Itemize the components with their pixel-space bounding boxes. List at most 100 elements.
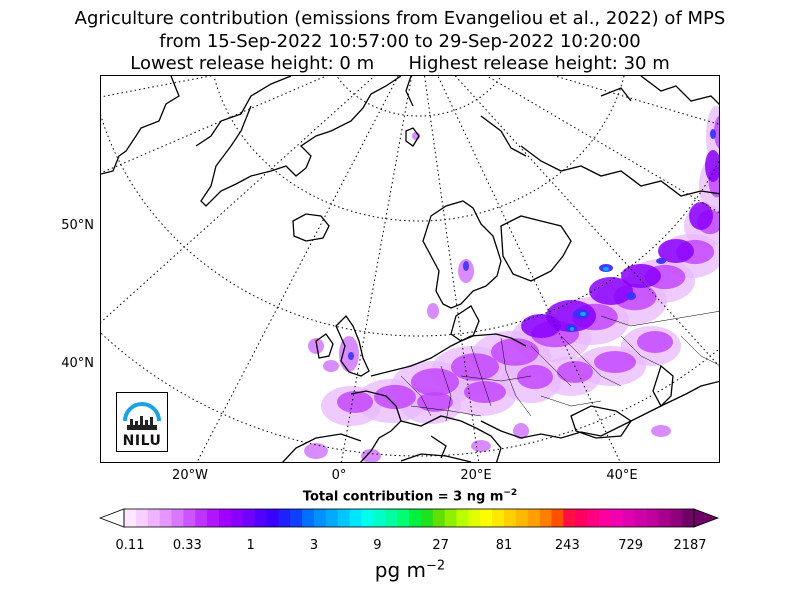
colorbar-cell	[634, 509, 648, 527]
iceland-coast	[292, 213, 330, 242]
colorbar-cell	[480, 509, 493, 527]
graticule	[101, 76, 719, 462]
total-contribution-label: Total contribution = 3 ng m−2	[0, 488, 800, 504]
europe-coast	[350, 333, 719, 462]
colorbar-cell	[278, 509, 291, 527]
colorbar-cell	[397, 509, 410, 527]
plume-patch	[308, 338, 324, 354]
colorbar-cell	[337, 509, 351, 527]
nilu-logo-icon	[123, 402, 161, 430]
plume-patch	[517, 364, 553, 390]
colorbar-cell	[254, 509, 268, 527]
plume-patch	[689, 202, 713, 230]
colorbar-cell	[183, 509, 196, 527]
lat-label-40n: 40°N	[61, 356, 94, 371]
colorbar-tick-label: 729	[618, 538, 644, 553]
britain-coast	[315, 314, 370, 377]
lon-label-20w: 20°W	[172, 468, 208, 483]
colorbar-cell	[230, 509, 244, 527]
plume-patch	[656, 258, 666, 264]
colorbar-cell	[159, 509, 173, 527]
unit-text: pg m	[374, 558, 427, 582]
colorbar-cell	[646, 509, 659, 527]
colorbar-cell	[539, 509, 553, 527]
colorbar-tick-label: 0.33	[172, 538, 202, 553]
colorbar-tick-label: 27	[432, 538, 449, 553]
colorbar-cell	[587, 509, 600, 527]
map-panel: NILU	[100, 75, 720, 463]
finland-coast	[500, 215, 572, 282]
plume-patch	[427, 303, 439, 319]
colorbar-cell	[468, 509, 481, 527]
colorbar-min-arrow	[98, 508, 125, 528]
plume-patch	[570, 327, 574, 331]
plume-patch	[594, 351, 636, 373]
lon-label-0: 0°	[331, 468, 347, 483]
colorbar-cell	[563, 509, 576, 527]
plume-patch	[471, 440, 491, 452]
plume-patch	[589, 277, 633, 305]
title-line-3: Lowest release height: 0 m Highest relea…	[130, 53, 670, 74]
colorbar-tick-label: 3	[309, 538, 319, 553]
colorbar-tick-label: 2187	[673, 538, 707, 553]
colorbar-tick-label: 0.11	[115, 538, 145, 553]
colorbar	[98, 508, 720, 528]
colorbar-cell	[207, 509, 220, 527]
lat-label-50n: 50°N	[61, 218, 94, 233]
plume-patch	[621, 264, 661, 288]
plume-patch	[557, 361, 593, 383]
colorbar-frame	[123, 508, 695, 528]
colorbar-cell	[171, 509, 184, 527]
colorbar-cell	[242, 509, 256, 527]
colorbar-cell	[551, 509, 564, 527]
colorbar-tick-label: 81	[495, 538, 513, 553]
colorbar-cell	[420, 509, 434, 527]
plume-patch	[521, 314, 561, 338]
plume-patch	[658, 239, 694, 263]
colorbar-cell	[575, 509, 588, 527]
plume-patch	[464, 381, 506, 403]
colorbar-cell	[266, 509, 279, 527]
plume-patch	[651, 425, 671, 437]
colorbar-cell	[670, 509, 683, 527]
plume-patch	[417, 392, 453, 412]
plume-patch	[637, 331, 673, 353]
colorbar-unit-label: pg m−2	[310, 558, 510, 582]
plume-patch	[348, 352, 354, 360]
colorbar-cell	[492, 509, 505, 527]
colorbar-cell	[147, 509, 161, 527]
coastlines	[101, 76, 719, 462]
colorbar-cell	[314, 509, 327, 527]
unit-exponent: −2	[426, 558, 446, 574]
africa-coast	[281, 433, 472, 462]
nilu-logo: NILU	[116, 392, 168, 452]
plume-patch	[463, 261, 469, 271]
colorbar-cell	[622, 509, 636, 527]
plume-patch	[374, 384, 416, 410]
colorbar-cell	[409, 509, 422, 527]
plume-patch	[513, 423, 529, 439]
map-svg	[101, 76, 719, 462]
plume-patch	[337, 391, 373, 413]
colorbar-cell	[432, 509, 446, 527]
plume-patch	[603, 267, 609, 271]
logo-text: NILU	[122, 433, 162, 449]
total-contribution-text: Total contribution = 3 ng m	[302, 489, 504, 505]
black-sea-coast	[570, 364, 674, 439]
plume-patch	[304, 443, 328, 459]
country-borders	[400, 311, 719, 422]
greenland-coast	[101, 76, 414, 207]
plume-patch	[491, 338, 539, 366]
colorbar-cell	[658, 509, 671, 527]
lon-label-20e: 20°E	[460, 468, 492, 483]
colorbar-cell	[290, 509, 303, 527]
colorbar-cell	[219, 509, 232, 527]
colorbar-cell	[135, 509, 149, 527]
colorbar-cell	[361, 509, 374, 527]
colorbar-cell	[325, 509, 339, 527]
svalbard-coast	[405, 127, 420, 147]
plume-patch	[361, 449, 381, 462]
concentration-plume	[304, 106, 719, 462]
colorbar-cells	[124, 509, 695, 527]
colorbar-cell	[599, 509, 612, 527]
